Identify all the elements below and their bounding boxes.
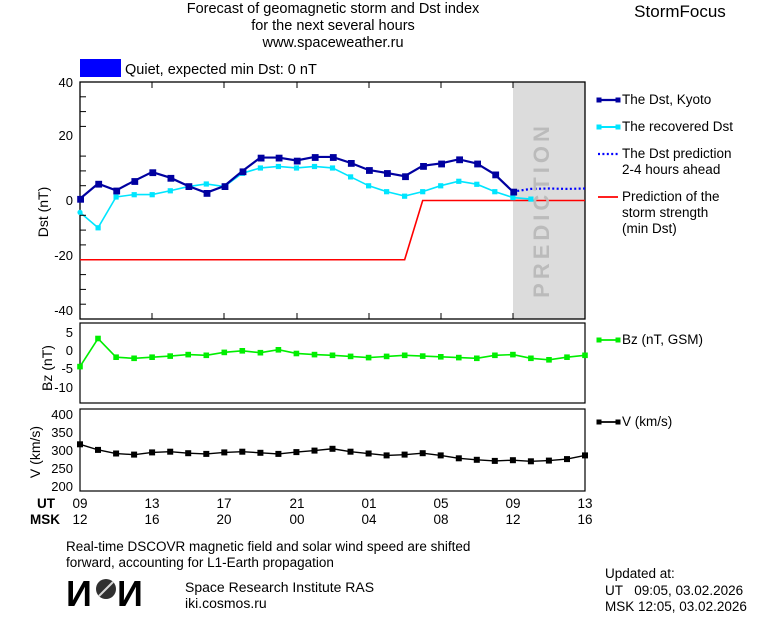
svg-text:MSK 12:05, 03.02.2026: MSK 12:05, 03.02.2026 [605,599,747,614]
svg-text:Prediction of the: Prediction of the [622,189,720,204]
svg-text:Real-time DSCOVR magnetic fiel: Real-time DSCOVR magnetic field and sola… [66,539,470,554]
svg-text:The Dst prediction: The Dst prediction [622,146,732,161]
svg-text:The recovered Dst: The recovered Dst [622,119,733,134]
svg-text:2-4 hours ahead: 2-4 hours ahead [622,162,720,177]
svg-text:00: 00 [289,512,304,527]
svg-text:PREDICTION: PREDICTION [529,122,554,298]
svg-text:08: 08 [433,512,448,527]
svg-text:UT: UT [37,496,56,511]
svg-text:The Dst, Kyoto: The Dst, Kyoto [622,92,711,107]
svg-text:Space Research Institute RAS: Space Research Institute RAS [185,579,374,595]
svg-text:13: 13 [144,496,159,511]
svg-text:17: 17 [216,496,231,511]
svg-text:V (km/s): V (km/s) [622,414,672,429]
svg-text:01: 01 [361,496,376,511]
svg-text:350: 350 [51,425,73,440]
svg-text:20: 20 [216,512,231,527]
svg-text:13: 13 [577,496,592,511]
svg-text:0: 0 [66,193,73,208]
svg-text:09: 09 [72,496,87,511]
svg-text:StormFocus: StormFocus [634,2,726,21]
svg-text:12: 12 [72,512,87,527]
svg-text:Dst (nT): Dst (nT) [35,187,51,238]
svg-text:0: 0 [66,343,73,358]
svg-text:storm strength: storm strength [622,205,708,220]
svg-text:Bz (nT): Bz (nT) [39,345,55,391]
svg-text:UT 09:05, 03.02.2026: UT 09:05, 03.02.2026 [605,583,743,598]
svg-text:И: И [117,573,143,614]
svg-text:40: 40 [59,75,73,90]
svg-text:-40: -40 [54,303,73,318]
svg-text:200: 200 [51,479,73,494]
svg-text:16: 16 [577,512,592,527]
svg-text:21: 21 [289,496,304,511]
svg-text:250: 250 [51,461,73,476]
svg-text:-20: -20 [54,248,73,263]
svg-text:16: 16 [144,512,159,527]
svg-text:for the next several hours: for the next several hours [251,18,415,34]
svg-text:Updated at:: Updated at: [605,566,675,581]
svg-text:12: 12 [505,512,520,527]
svg-text:400: 400 [51,407,73,422]
svg-text:05: 05 [433,496,448,511]
svg-text:forward, accounting for L1-Ear: forward, accounting for L1-Earth propaga… [66,555,334,570]
svg-text:Quiet, expected min Dst: 0 nT: Quiet, expected min Dst: 0 nT [125,62,317,78]
svg-text:Bz (nT, GSM): Bz (nT, GSM) [622,332,703,347]
svg-text:www.spaceweather.ru: www.spaceweather.ru [261,35,403,51]
svg-text:Forecast of geomagnetic storm: Forecast of geomagnetic storm and Dst in… [187,1,480,17]
svg-text:И: И [66,573,94,614]
svg-text:5: 5 [66,325,73,340]
svg-text:-10: -10 [54,380,73,395]
svg-text:MSK: MSK [30,512,60,527]
svg-text:20: 20 [59,128,73,143]
svg-text:09: 09 [505,496,520,511]
svg-text:(min Dst): (min Dst) [622,221,677,236]
svg-text:04: 04 [361,512,377,527]
svg-text:300: 300 [51,443,73,458]
svg-text:-5: -5 [61,361,73,376]
svg-text:iki.cosmos.ru: iki.cosmos.ru [185,595,267,611]
svg-text:V (km/s): V (km/s) [27,426,43,478]
